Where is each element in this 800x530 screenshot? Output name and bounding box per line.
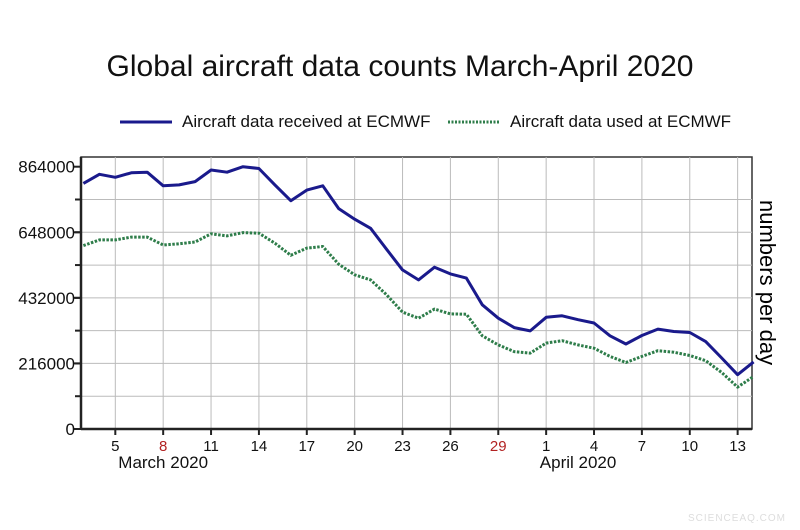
x-tick-label: 23	[394, 438, 411, 455]
x-tick-label: 4	[590, 438, 598, 455]
series-lines	[82, 165, 755, 389]
watermark: SCIENCEAQ.COM	[687, 513, 786, 524]
y-tick-label: 648000	[18, 223, 75, 242]
plot-area	[80, 156, 753, 430]
y-tick-label: 0	[66, 420, 75, 439]
legend-label-used: Aircraft data used at ECMWF	[510, 112, 732, 131]
x-tick-label: 10	[681, 438, 698, 455]
legend-label-received: Aircraft data received at ECMWF	[182, 112, 431, 131]
x-tick-label: 26	[442, 438, 459, 455]
y-axis-label: numbers per day	[755, 200, 780, 365]
x-tick-label: 20	[346, 438, 363, 455]
x-tick-label: 5	[111, 438, 119, 455]
x-tick-label: 13	[729, 438, 746, 455]
x-tick-label: 29	[490, 438, 507, 455]
x-tick-label: 17	[298, 438, 315, 455]
x-tick-label: 1	[542, 438, 550, 455]
legend-item-used: Aircraft data used at ECMWF	[448, 112, 731, 132]
legend-swatch-dotted	[448, 120, 500, 124]
month-label: March 2020	[118, 453, 208, 472]
chart-title: Global aircraft data counts March-April …	[106, 50, 694, 83]
legend-swatch-solid	[120, 120, 172, 124]
x-tick-label: 7	[638, 438, 646, 455]
y-tick-label: 864000	[18, 158, 75, 177]
series-line-received	[82, 165, 755, 377]
grid	[80, 156, 753, 430]
x-tick-label: 8	[159, 438, 167, 455]
series-line-used	[82, 231, 755, 389]
y-tick-label: 432000	[18, 289, 75, 308]
legend-item-received: Aircraft data received at ECMWF	[120, 112, 430, 132]
y-tick-label: 216000	[18, 354, 75, 373]
x-tick-label: 11	[203, 438, 219, 455]
x-tick-label: 14	[251, 438, 268, 455]
month-label: April 2020	[540, 453, 617, 472]
